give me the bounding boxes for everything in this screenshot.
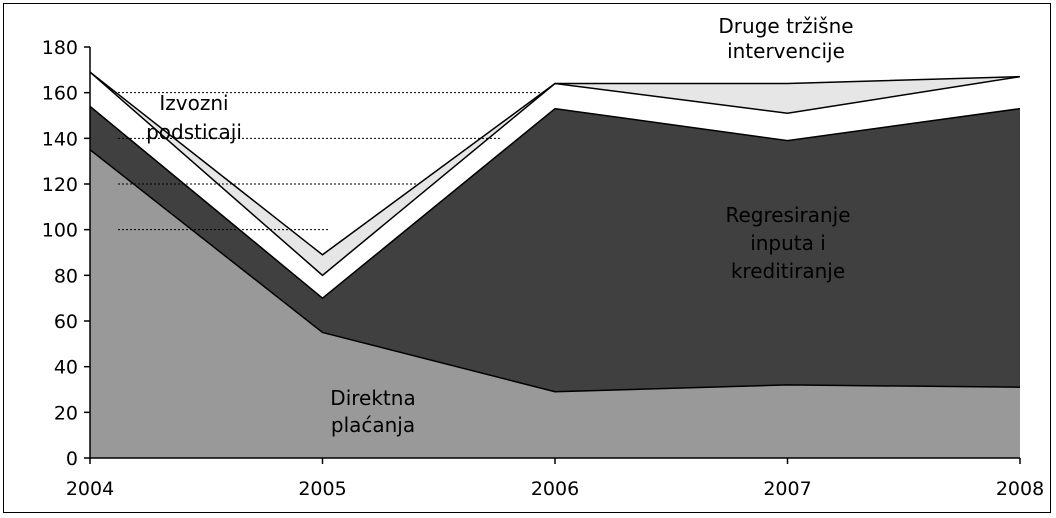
series-line-2: [89, 105, 1021, 300]
area-series-3: [90, 72, 1020, 299]
annotation-regresiranje-line-3: kreditiranje: [731, 259, 845, 283]
annotation-druge-line-2: intervencije: [727, 39, 845, 63]
x-tick-label-2005: 2005: [298, 478, 346, 500]
annotation-regresiranje-line-2: inputa i: [750, 231, 826, 255]
chart-frame: [3, 3, 1051, 513]
y-tick-label-160: 160: [42, 83, 78, 105]
annotation-izvozni-line-1: Izvozni: [159, 91, 228, 115]
y-tick-label-80: 80: [54, 265, 78, 287]
area-series-1: [90, 149, 1020, 458]
y-tick-label-120: 120: [42, 174, 78, 196]
y-tick-label-140: 140: [42, 128, 78, 150]
y-tick-label-180: 180: [42, 37, 78, 59]
annotation-druge-line-1: Druge tržišne: [718, 14, 853, 38]
y-tick-label-0: 0: [66, 448, 78, 470]
series-line-1: [89, 149, 1021, 393]
annotation-regresiranje-line-1: Regresiranje: [725, 203, 850, 227]
annotation-direktna-line-2: plaćanja: [331, 413, 415, 437]
y-tick-label-20: 20: [54, 402, 78, 424]
series-line-4: [89, 71, 1021, 256]
y-tick-label-60: 60: [54, 311, 78, 333]
y-tick-label-40: 40: [54, 357, 78, 379]
y-tick-label-100: 100: [42, 220, 78, 242]
annotation-izvozni-line-2: podsticaji: [146, 120, 242, 144]
x-tick-label-2004: 2004: [66, 478, 114, 500]
x-tick-label-2007: 2007: [763, 478, 811, 500]
x-tick-label-2008: 2008: [996, 478, 1044, 500]
annotation-direktna-line-1: Direktna: [330, 386, 415, 410]
area-series-2: [90, 106, 1020, 392]
x-tick-label-2006: 2006: [531, 478, 579, 500]
